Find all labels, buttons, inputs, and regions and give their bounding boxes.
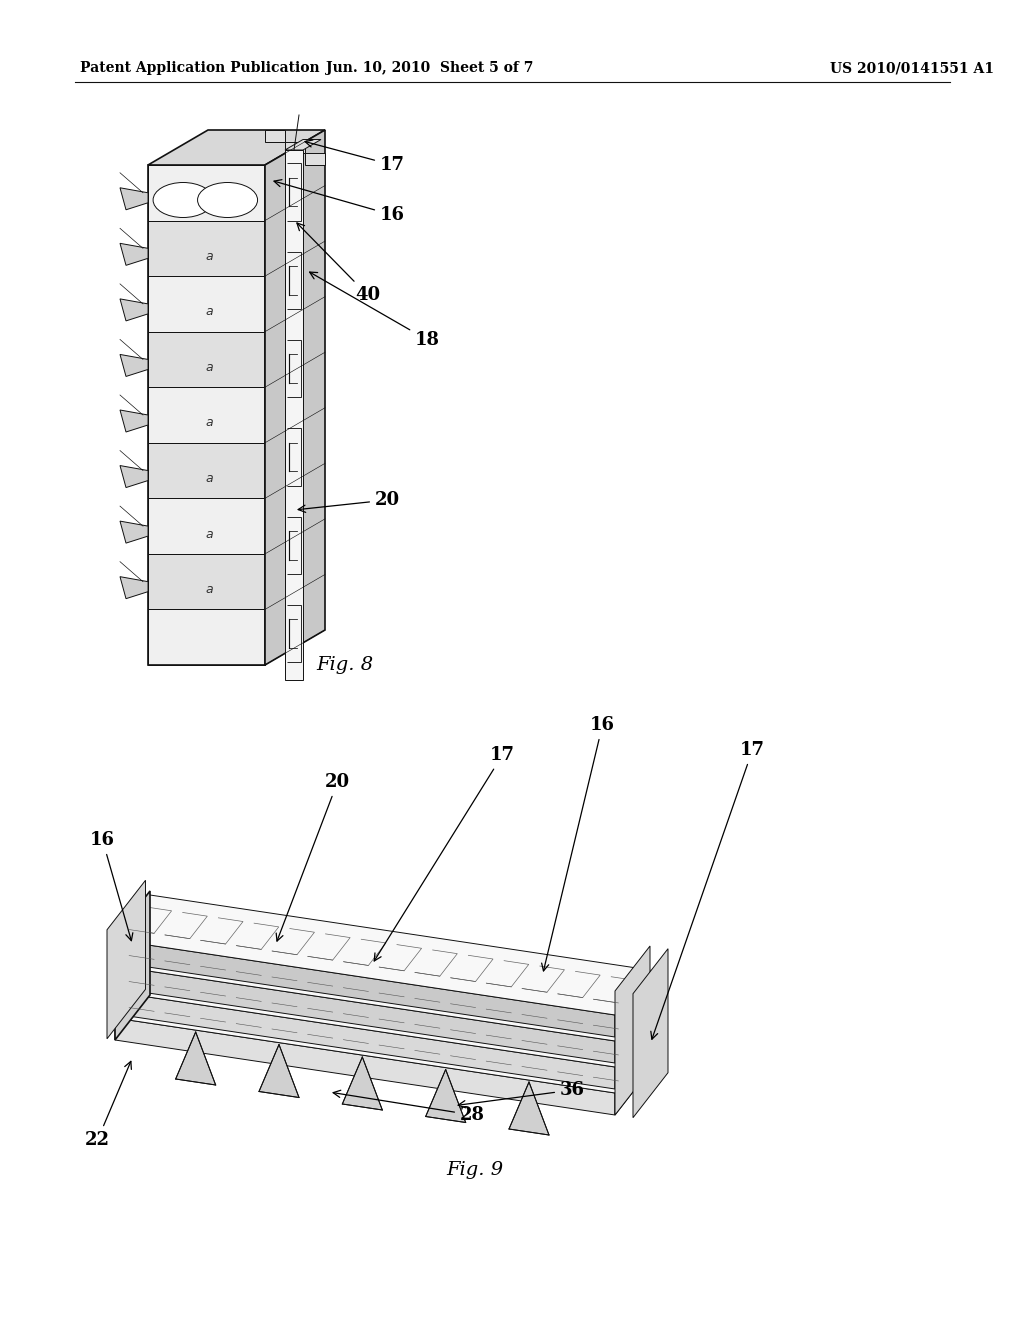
Polygon shape [148,610,265,665]
Polygon shape [120,298,148,321]
Polygon shape [115,891,150,1040]
Polygon shape [115,940,615,1038]
Polygon shape [115,973,650,1093]
Polygon shape [115,946,650,1067]
Polygon shape [265,129,285,141]
Polygon shape [615,946,650,1115]
Text: a: a [205,473,213,484]
Text: a: a [205,417,213,429]
Polygon shape [148,442,265,499]
Polygon shape [176,1032,216,1085]
Text: 40: 40 [297,223,380,304]
Text: Patent Application Publication: Patent Application Publication [80,61,319,75]
Text: a: a [205,360,213,374]
Polygon shape [120,411,148,432]
Polygon shape [633,949,668,1118]
Text: 17: 17 [305,140,406,174]
Polygon shape [120,355,148,376]
Text: a: a [205,249,213,263]
Polygon shape [148,129,325,165]
Ellipse shape [198,182,258,218]
Polygon shape [148,499,265,554]
Polygon shape [106,880,145,1039]
Polygon shape [285,140,321,150]
Polygon shape [615,1022,650,1089]
Polygon shape [148,276,265,331]
Text: 22: 22 [85,1061,131,1148]
Polygon shape [148,220,265,276]
Polygon shape [148,165,265,220]
Polygon shape [120,521,148,543]
Polygon shape [426,1069,466,1122]
Text: US 2010/0141551 A1: US 2010/0141551 A1 [830,61,994,75]
Text: 16: 16 [542,715,615,972]
Text: Jun. 10, 2010  Sheet 5 of 7: Jun. 10, 2010 Sheet 5 of 7 [327,61,534,75]
Polygon shape [509,1082,549,1135]
Text: Fig. 8: Fig. 8 [316,656,374,675]
Polygon shape [120,466,148,487]
Text: 20: 20 [298,491,400,512]
Polygon shape [115,966,615,1063]
Text: 16: 16 [90,832,133,941]
Polygon shape [259,1044,299,1097]
Polygon shape [265,129,325,665]
Polygon shape [148,554,265,610]
Text: a: a [205,583,213,597]
Ellipse shape [154,182,213,218]
Polygon shape [285,150,303,680]
Polygon shape [148,331,265,387]
Text: 17: 17 [374,746,515,961]
Polygon shape [120,187,148,210]
Polygon shape [115,921,650,1041]
Text: 28: 28 [333,1090,485,1125]
Text: a: a [205,305,213,318]
Polygon shape [120,243,148,265]
Text: 20: 20 [276,774,350,941]
Polygon shape [615,1048,650,1115]
Polygon shape [342,1057,382,1110]
Polygon shape [115,1018,615,1115]
Text: a: a [205,528,213,541]
Polygon shape [115,895,650,1015]
Text: 36: 36 [458,1081,585,1107]
Polygon shape [615,997,650,1063]
Text: 16: 16 [274,180,406,224]
Polygon shape [148,387,265,442]
Polygon shape [115,993,615,1089]
Text: 17: 17 [651,741,765,1039]
Polygon shape [285,141,305,153]
Polygon shape [305,153,325,165]
Polygon shape [615,970,650,1038]
Polygon shape [120,577,148,599]
Text: Fig. 9: Fig. 9 [446,1162,504,1179]
Text: 18: 18 [309,272,440,348]
